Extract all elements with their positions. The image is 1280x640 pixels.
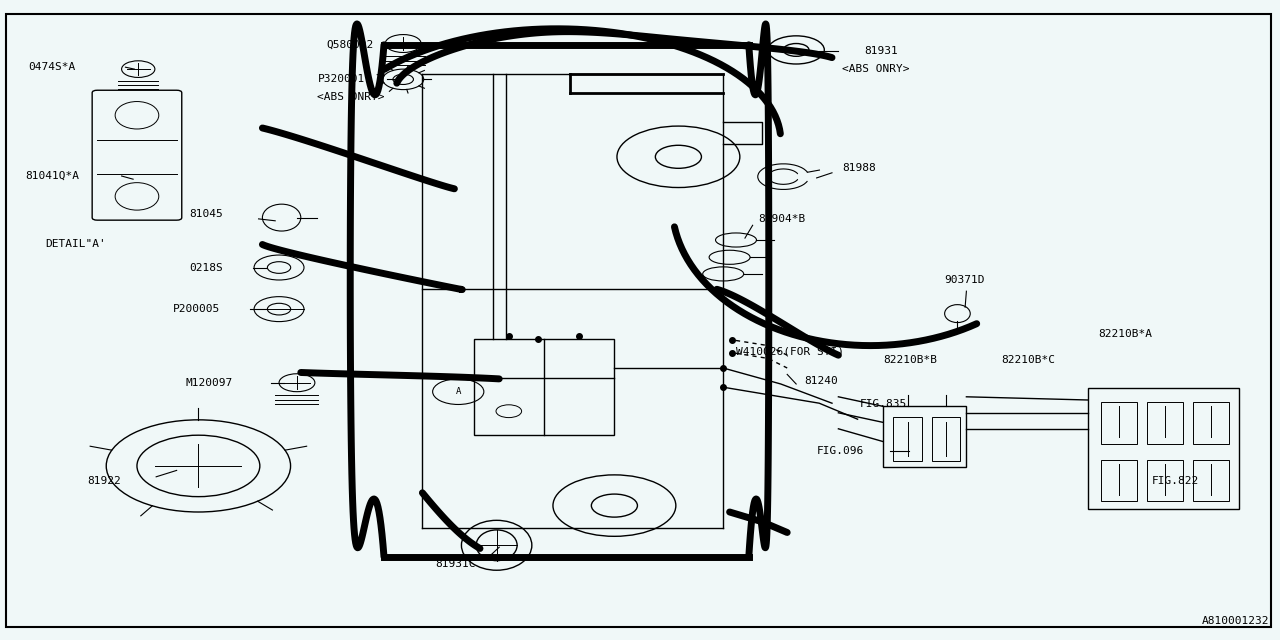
Text: A: A xyxy=(456,387,461,396)
Text: 81045: 81045 xyxy=(189,209,223,220)
Text: 0218S: 0218S xyxy=(189,262,223,273)
Text: <ABS ONRY>: <ABS ONRY> xyxy=(842,64,910,74)
Text: FIG.835: FIG.835 xyxy=(860,399,908,410)
Text: DETAIL"A': DETAIL"A' xyxy=(45,239,105,250)
Text: 90371D: 90371D xyxy=(945,275,986,285)
Text: 81041Q*A: 81041Q*A xyxy=(26,171,79,181)
Text: 82210B*C: 82210B*C xyxy=(1001,355,1055,365)
Text: A810001232: A810001232 xyxy=(1202,616,1270,626)
Text: 81931C: 81931C xyxy=(435,559,476,570)
Text: FIG.096: FIG.096 xyxy=(817,445,864,456)
Text: M120097: M120097 xyxy=(186,378,233,388)
Text: 81931: 81931 xyxy=(864,46,897,56)
Text: 81988: 81988 xyxy=(842,163,876,173)
Text: P200005: P200005 xyxy=(173,304,220,314)
Text: Q580002: Q580002 xyxy=(326,40,374,50)
Text: 81240: 81240 xyxy=(804,376,837,386)
Text: 81922: 81922 xyxy=(87,476,120,486)
Text: <ABS ONRY>: <ABS ONRY> xyxy=(317,92,385,102)
Text: 82210B*A: 82210B*A xyxy=(1098,329,1152,339)
Text: 0474S*A: 0474S*A xyxy=(28,62,76,72)
Text: 82210B*B: 82210B*B xyxy=(883,355,937,365)
Text: 81904*B: 81904*B xyxy=(758,214,805,224)
Text: W410026(FOR STI): W410026(FOR STI) xyxy=(736,347,844,357)
Text: FIG.822: FIG.822 xyxy=(1152,476,1199,486)
Text: P320001: P320001 xyxy=(317,74,365,84)
